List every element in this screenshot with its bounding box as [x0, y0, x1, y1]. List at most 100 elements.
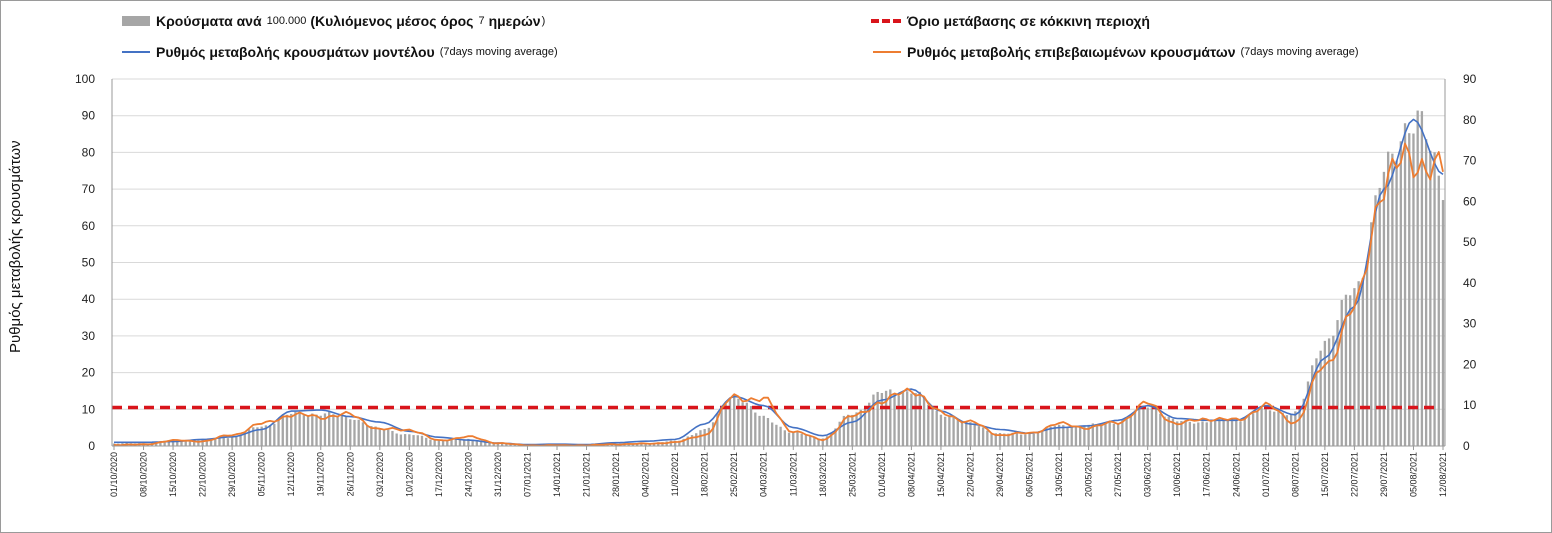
- x-tick-label: 03/06/2021: [1143, 452, 1153, 497]
- bar: [1134, 410, 1136, 446]
- bar: [223, 438, 225, 446]
- bar: [961, 421, 963, 446]
- bar: [855, 412, 857, 446]
- bar: [303, 415, 305, 446]
- bar: [708, 428, 710, 446]
- bar: [1016, 433, 1018, 446]
- bar: [1353, 288, 1355, 446]
- bar: [1387, 152, 1389, 446]
- bar: [898, 396, 900, 446]
- bar: [1349, 295, 1351, 446]
- bar: [940, 415, 942, 446]
- bar: [1244, 418, 1246, 446]
- bar: [404, 434, 406, 446]
- bar: [1235, 420, 1237, 446]
- left-tick-60: 60: [82, 219, 96, 233]
- x-tick-label: 27/05/2021: [1113, 452, 1123, 497]
- x-tick-label: 01/07/2021: [1261, 452, 1271, 497]
- bar: [421, 436, 423, 446]
- bar: [370, 426, 372, 446]
- bar: [273, 424, 275, 446]
- left-tick-0: 0: [88, 439, 95, 453]
- bar: [1214, 419, 1216, 446]
- bar: [396, 434, 398, 446]
- bar: [1362, 278, 1364, 446]
- left-tick-80: 80: [82, 145, 96, 159]
- bar: [446, 441, 448, 446]
- bar: [1184, 420, 1186, 446]
- bar: [459, 440, 461, 446]
- x-tick-label: 29/04/2021: [995, 452, 1005, 497]
- bar: [1147, 408, 1149, 446]
- bar: [1138, 405, 1140, 446]
- x-tick-label: 11/02/2021: [670, 452, 680, 496]
- bar: [1438, 176, 1440, 446]
- bar: [1193, 424, 1195, 446]
- bar: [1189, 422, 1191, 446]
- bar: [1104, 423, 1106, 446]
- bar: [1277, 411, 1279, 446]
- line-series: [112, 119, 1443, 445]
- x-tick-label: 17/12/2020: [434, 452, 444, 497]
- bar: [1429, 151, 1431, 446]
- bar: [1041, 430, 1043, 446]
- bar: [729, 399, 731, 446]
- bar: [1121, 420, 1123, 446]
- x-tick-label: 18/03/2021: [818, 452, 828, 497]
- bar: [1033, 434, 1035, 446]
- bar: [919, 392, 921, 446]
- bar: [978, 426, 980, 446]
- bar: [952, 417, 954, 446]
- bar: [965, 421, 967, 446]
- bar: [923, 397, 925, 446]
- bar: [1383, 172, 1385, 446]
- bar: [358, 420, 360, 446]
- bar: [1159, 414, 1161, 446]
- x-tick-label: 21/01/2021: [582, 452, 592, 497]
- bar: [969, 422, 971, 446]
- bar: [1155, 409, 1157, 446]
- x-tick-label: 01/04/2021: [877, 452, 887, 497]
- bar: [353, 420, 355, 446]
- bar: [847, 415, 849, 446]
- bar: [1100, 425, 1102, 446]
- left-tick-50: 50: [82, 256, 96, 270]
- bar: [902, 392, 904, 446]
- bar: [1096, 424, 1098, 446]
- bar: [1151, 407, 1153, 446]
- bar: [801, 434, 803, 446]
- bar: [1054, 426, 1056, 446]
- bar: [442, 441, 444, 446]
- bar: [1227, 420, 1229, 446]
- x-tick-label: 20/05/2021: [1084, 452, 1094, 497]
- bar: [341, 415, 343, 446]
- left-tick-90: 90: [82, 109, 96, 123]
- bar: [1294, 411, 1296, 446]
- x-tick-label: 31/12/2020: [493, 452, 503, 497]
- bar: [809, 436, 811, 446]
- bar: [1425, 139, 1427, 446]
- bar: [754, 413, 756, 446]
- bar: [1201, 421, 1203, 446]
- left-tick-100: 100: [75, 72, 95, 86]
- x-tick-label: 19/11/2020: [316, 452, 326, 496]
- bar: [1341, 300, 1343, 446]
- bar: [1079, 426, 1081, 446]
- bar: [906, 391, 908, 446]
- bar: [336, 416, 338, 446]
- bar: [320, 416, 322, 446]
- bar: [792, 432, 794, 446]
- bar: [417, 435, 419, 446]
- left-tick-30: 30: [82, 329, 96, 343]
- x-tick-label: 10/12/2020: [404, 452, 414, 497]
- bar: [944, 417, 946, 446]
- right-tick-30: 30: [1463, 317, 1477, 331]
- bar: [1028, 434, 1030, 446]
- bar: [1400, 141, 1402, 446]
- bar: [235, 436, 237, 446]
- bar: [391, 431, 393, 446]
- bar: [400, 434, 402, 446]
- bar: [927, 405, 929, 446]
- bar: [387, 430, 389, 446]
